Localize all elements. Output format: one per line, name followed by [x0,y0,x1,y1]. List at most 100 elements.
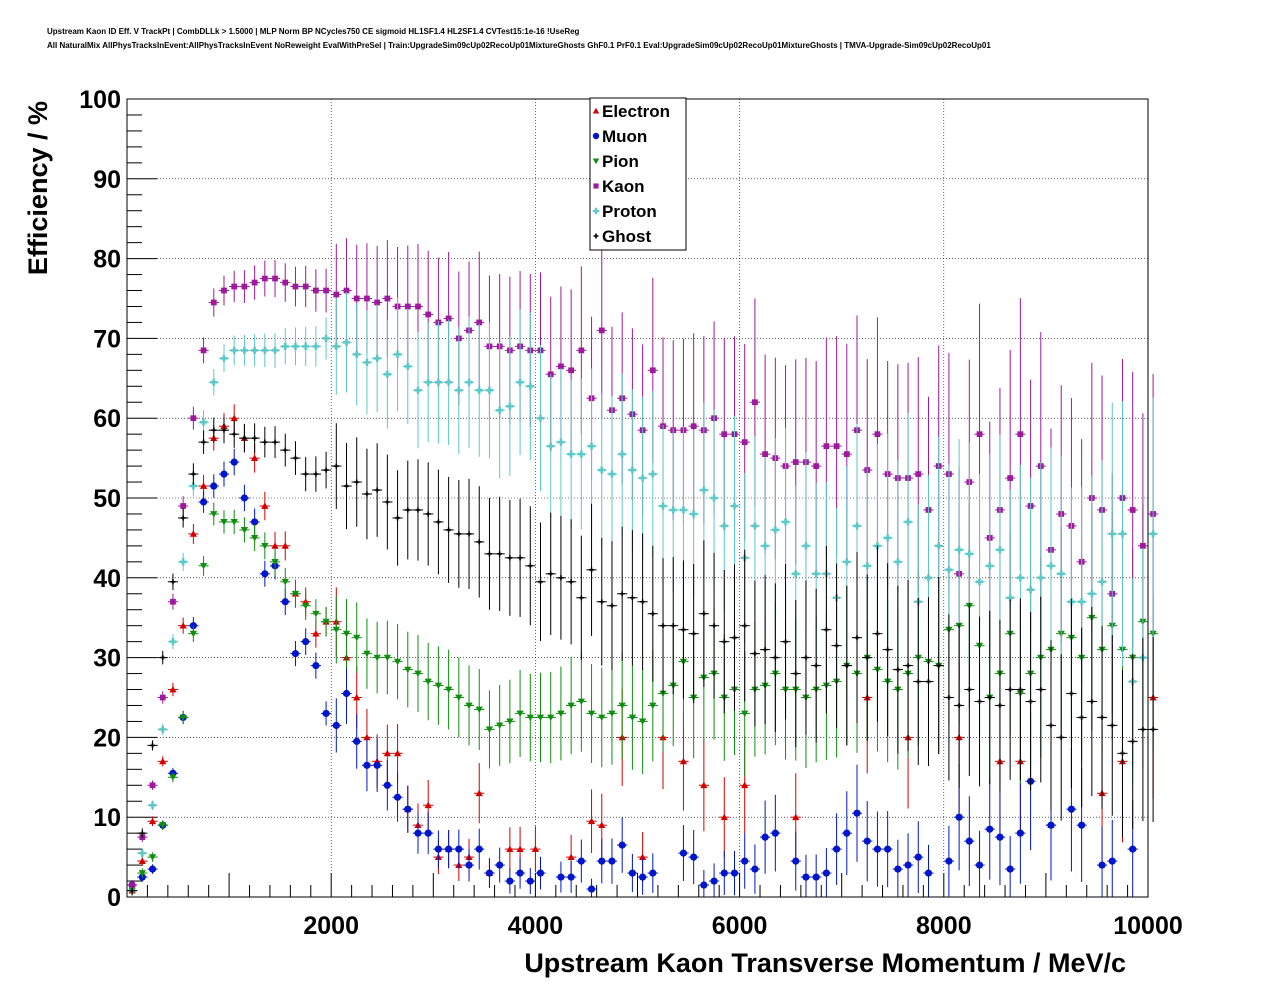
data-point [923,844,934,897]
data-point [269,426,281,459]
plot-title-line-1: Upstream Kaon ID Eff. V TrackPt | CombDL… [47,27,580,36]
data-point [994,619,1006,792]
marker [281,598,289,606]
data-point [259,560,270,587]
marker [364,491,370,497]
marker [592,107,600,114]
marker [271,542,279,549]
marker [241,283,248,290]
y-tick-label: 20 [93,724,121,752]
marker [302,638,310,646]
marker [598,327,605,334]
marker [730,502,739,510]
data-point [637,533,648,670]
marker [592,158,600,165]
marker [424,829,432,837]
marker [230,458,238,466]
marker [1007,475,1014,481]
data-point [811,588,822,743]
marker [1048,722,1054,728]
marker [649,367,656,374]
marker [762,451,769,457]
marker [609,603,615,609]
data-point [882,563,893,737]
data-point [566,861,577,893]
marker [670,623,676,629]
data-point [1086,606,1097,797]
marker [1078,821,1086,829]
marker [138,849,146,857]
marker [884,534,892,542]
data-point [372,304,383,413]
data-point [627,853,638,893]
marker [354,479,360,485]
data-point [147,816,158,826]
marker [598,466,606,474]
marker [864,655,870,661]
marker [700,486,708,494]
marker [996,546,1004,554]
data-point [586,878,597,897]
marker [1150,726,1156,732]
marker [1088,590,1096,598]
marker [945,566,953,574]
marker [149,782,156,789]
marker [231,283,238,290]
data-point [576,378,587,530]
data-point [137,848,148,858]
data-point [331,698,342,753]
marker [261,570,269,578]
marker [374,299,381,306]
data-point [239,484,250,512]
y-tick-label: 90 [93,166,121,194]
data-point [402,785,413,833]
data-point [137,828,148,838]
data-point [668,557,679,695]
marker [762,647,768,653]
marker [506,402,514,410]
marker [1026,586,1035,594]
marker [415,303,421,310]
marker [593,233,599,239]
data-point [137,868,148,878]
marker [608,470,616,478]
marker [404,666,412,674]
marker [783,639,789,645]
marker [679,849,688,857]
marker [823,443,830,450]
data-point [1056,654,1067,821]
marker [475,789,483,797]
data-point [239,270,250,303]
data-point [882,811,893,888]
marker [874,431,881,438]
data-point [647,853,658,893]
data-point [269,259,281,298]
marker [148,854,157,861]
data-point [525,867,536,895]
marker [925,679,931,685]
data-point [474,668,485,750]
marker [741,781,749,789]
marker [946,695,952,700]
data-point [198,555,209,576]
legend-item-muon: Muon [592,127,647,146]
data-point [841,585,852,746]
marker [894,865,902,873]
data-point [157,820,168,830]
marker [251,279,258,286]
marker [567,853,575,860]
data-point [443,476,454,583]
marker [669,506,677,514]
series-ghost [127,417,1159,896]
data-point [708,552,720,699]
marker [364,295,370,302]
data-point [208,369,219,396]
marker [813,663,819,669]
data-point [1056,455,1067,693]
marker [343,287,350,294]
marker [557,710,565,718]
marker [700,881,708,889]
data-point [872,545,883,722]
tick-labels: 2000 4000 6000 8000 10000 0 10 20 30 40 50 60 70 80 90… [79,86,1182,940]
data-point [300,456,311,492]
